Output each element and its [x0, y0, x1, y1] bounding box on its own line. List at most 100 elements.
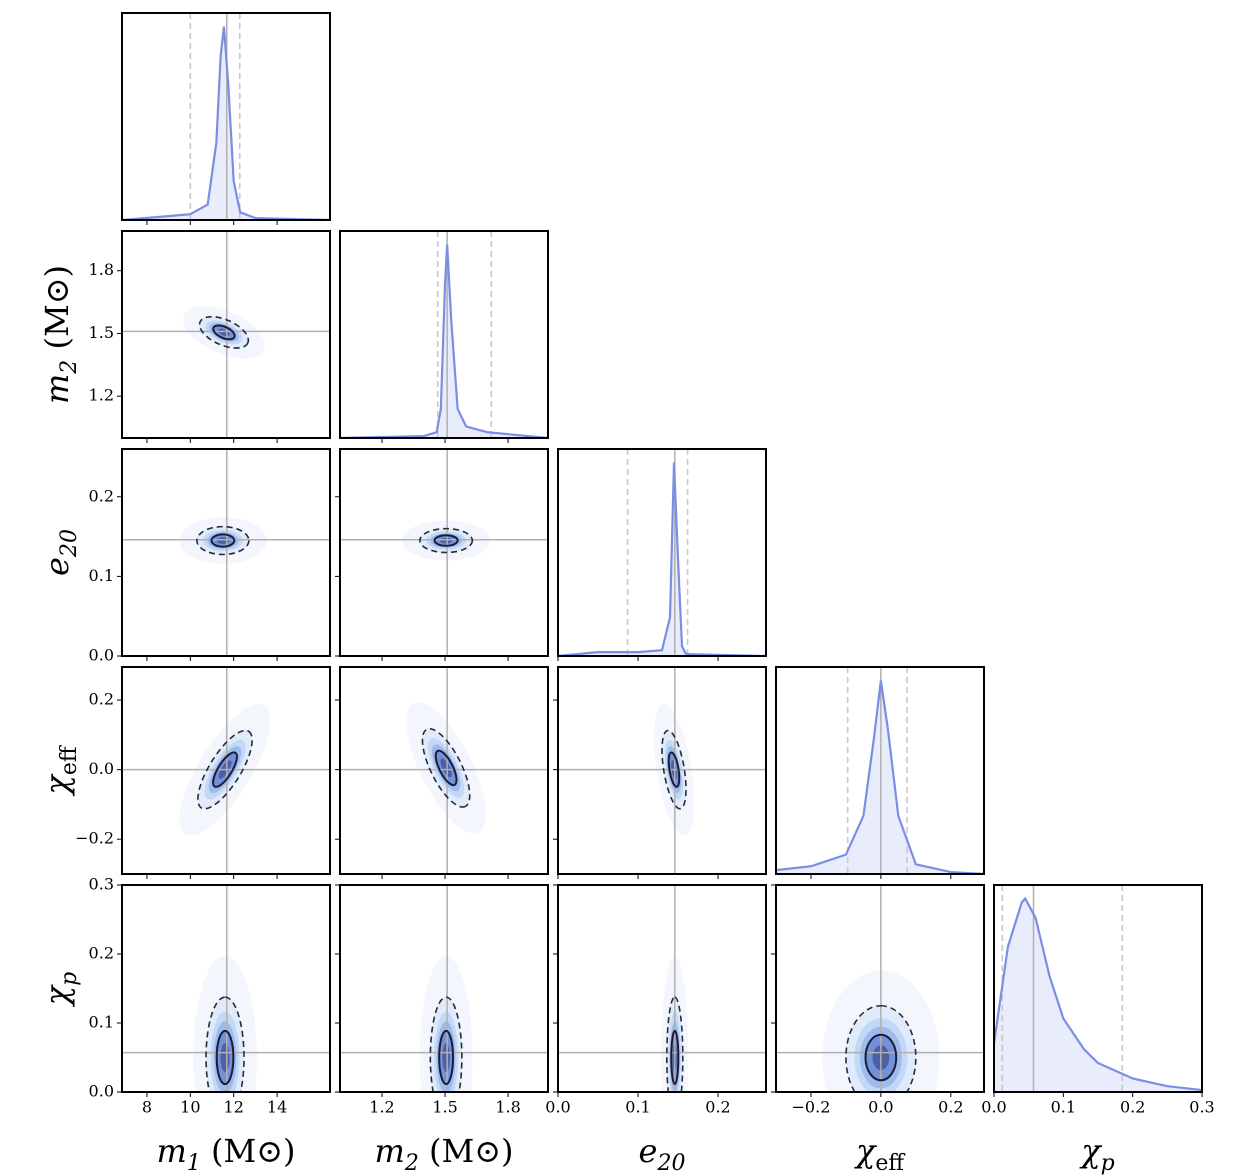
- panel-content: [340, 449, 548, 656]
- axis-label: χeff: [38, 745, 82, 796]
- x-tick-label: 1.8: [495, 1098, 520, 1117]
- x-tick-label: 0.2: [938, 1098, 963, 1117]
- kde-curve: [558, 462, 766, 656]
- panel-frame: [557, 666, 767, 875]
- y-tick-label: 0.3: [89, 875, 114, 894]
- panel: 0.0 0.1 0.2 0.3: [981, 884, 1215, 1117]
- panel-content: [340, 667, 548, 874]
- axis-label: e20: [639, 1132, 686, 1175]
- panel-frame: [775, 884, 985, 1093]
- panel-content: [994, 885, 1202, 1092]
- label-unit: (M⊙): [201, 1132, 296, 1170]
- y-tick-label: −0.2: [75, 829, 114, 848]
- panel: [339, 230, 549, 443]
- panel: 1.2 1.5 1.8: [89, 230, 331, 443]
- label-unit: (M⊙): [419, 1132, 514, 1170]
- panel: 1.2 1.5 1.8: [335, 884, 549, 1117]
- label-symbol: e: [38, 557, 76, 576]
- axis-label: m2 (M⊙): [374, 1132, 513, 1175]
- panel-frame: [121, 448, 331, 657]
- panel: 0.0 0.1 0.2: [545, 884, 767, 1117]
- x-tick-label: 0.2: [705, 1098, 730, 1117]
- label-unit: (M⊙): [38, 265, 76, 360]
- label-symbol: χ: [38, 984, 76, 1007]
- contour-50: [212, 324, 236, 341]
- panel-frame: [121, 666, 331, 875]
- y-tick-label: 0.1: [89, 1013, 114, 1032]
- x-tick-label: 10: [180, 1098, 200, 1117]
- y-tick-label: 0.0: [89, 646, 114, 665]
- label-symbol: m: [156, 1132, 186, 1170]
- kde-area: [122, 26, 330, 220]
- contour-90: [198, 315, 250, 349]
- panel-frame: [557, 448, 767, 657]
- contour-90: [665, 996, 684, 1092]
- kde-area: [558, 462, 766, 656]
- y-tick-label: 1.2: [89, 386, 114, 405]
- contour-90: [197, 729, 253, 810]
- panel-frame: [339, 230, 549, 439]
- density-contour: [440, 758, 452, 778]
- x-tick-label: 0.0: [545, 1098, 570, 1117]
- label-subscript: 2: [404, 1151, 419, 1175]
- y-tick-label: 1.5: [89, 323, 114, 342]
- label-subscript: 20: [656, 1151, 685, 1175]
- contour-90: [421, 727, 471, 808]
- y-tick-label: 0.2: [89, 690, 114, 709]
- y-tick-label: 1.8: [89, 260, 114, 279]
- x-tick-label: 0.1: [625, 1098, 650, 1117]
- panel: 0.0 0.1 0.2 0.3 8 10 12 14: [89, 875, 331, 1117]
- contour-90: [196, 525, 250, 556]
- x-tick-label: 8: [142, 1098, 152, 1117]
- x-tick-label: 1.5: [432, 1098, 457, 1117]
- panel-content: [340, 885, 548, 1092]
- label-symbol: χ: [854, 1132, 877, 1170]
- label-symbol: m: [374, 1132, 404, 1170]
- x-tick-label: 0.1: [1051, 1098, 1076, 1117]
- label-symbol: χ: [38, 774, 76, 797]
- axis-label: m1 (M⊙): [156, 1132, 295, 1175]
- label-subscript: p: [57, 972, 82, 986]
- kde-area: [776, 680, 984, 874]
- panel-content: [558, 449, 766, 656]
- x-tick-label: 14: [267, 1098, 287, 1117]
- panel: [335, 666, 549, 879]
- x-tick-label: 0.2: [1120, 1098, 1145, 1117]
- axis-label: χp: [38, 972, 82, 1007]
- panel-frame: [339, 884, 549, 1093]
- density-contour: [439, 537, 453, 544]
- density-contour: [220, 1043, 230, 1072]
- panel-content: [558, 667, 766, 874]
- panel-content: [776, 885, 984, 1092]
- panel-frame: [993, 884, 1203, 1093]
- panel: −0.2 0.0 0.2: [771, 884, 985, 1117]
- panel-content: [122, 13, 330, 220]
- panel: [775, 666, 985, 879]
- density-contour: [216, 537, 230, 544]
- panel-frame: [339, 666, 549, 875]
- panel: [121, 12, 331, 225]
- panel-frame: [339, 448, 549, 657]
- y-tick-label: 0.2: [89, 486, 114, 505]
- density-contour: [442, 1043, 450, 1072]
- x-tick-label: 0.0: [868, 1098, 893, 1117]
- x-tick-label: 0.0: [981, 1098, 1006, 1117]
- axis-label: χp: [1079, 1132, 1114, 1175]
- label-subscript: eff: [875, 1151, 905, 1175]
- contour-90: [429, 996, 463, 1092]
- x-tick-label: −0.2: [792, 1098, 831, 1117]
- x-tick-label: 1.2: [369, 1098, 394, 1117]
- panel-content: [122, 449, 330, 656]
- kde-curve: [776, 680, 984, 874]
- y-tick-label: 0.1: [89, 566, 114, 585]
- panel: [557, 448, 767, 661]
- contour-50: [670, 1029, 680, 1086]
- contour-50: [212, 751, 238, 788]
- panel-frame: [775, 666, 985, 875]
- contour-50: [433, 534, 459, 547]
- label-symbol: e: [639, 1132, 658, 1170]
- y-tick-label: 0.0: [89, 1082, 114, 1101]
- contour-90: [661, 729, 687, 810]
- kde-area: [994, 898, 1202, 1092]
- x-tick-label: 0.3: [1189, 1098, 1214, 1117]
